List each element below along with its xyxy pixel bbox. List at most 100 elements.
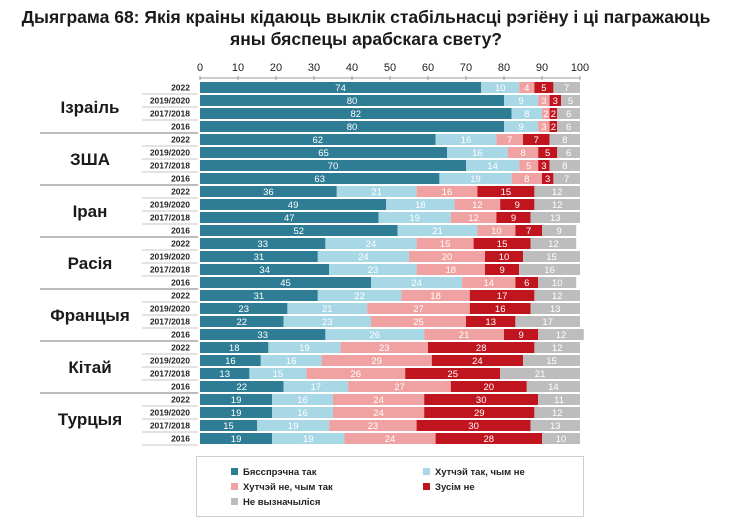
data-label: 21 [322, 304, 333, 315]
data-label: 8 [524, 174, 529, 185]
data-label: 6 [566, 122, 571, 133]
data-label: 15 [497, 239, 508, 250]
year-label: 2017/2018 [150, 109, 190, 119]
country-label: Ізраіль [61, 98, 120, 117]
data-label: 24 [472, 356, 483, 367]
bar-segment [507, 147, 539, 158]
bar-segment [325, 329, 425, 340]
data-label: 9 [511, 213, 516, 224]
data-label: 8 [562, 135, 567, 146]
bar-segment [416, 420, 531, 431]
year-label: 2017/2018 [150, 421, 190, 431]
year-label: 2016 [171, 330, 190, 340]
data-label: 80 [347, 122, 358, 133]
bar-segment [200, 355, 261, 366]
x-tick-label: 30 [308, 62, 320, 74]
bar-segment [367, 303, 470, 314]
data-label: 65 [318, 148, 329, 159]
year-label: 2017/2018 [150, 369, 190, 379]
bar-segment [329, 264, 417, 275]
bar-segment [542, 225, 577, 236]
year-label: 2019/2020 [150, 356, 190, 366]
data-label: 31 [254, 291, 265, 302]
bar-segment [325, 238, 417, 249]
bar-segment [477, 225, 516, 236]
data-label: 15 [546, 356, 557, 367]
data-label: 21 [459, 330, 470, 341]
bar-segment [549, 160, 580, 171]
bar-segment [530, 420, 580, 431]
data-label: 6 [524, 278, 529, 289]
bar-segment [515, 316, 580, 327]
bar-segment [538, 394, 580, 405]
data-label: 23 [238, 304, 249, 315]
data-label: 15 [223, 421, 234, 432]
bar-segment [272, 394, 333, 405]
data-label: 82 [351, 109, 362, 120]
data-label: 23 [322, 317, 333, 328]
data-label: 28 [476, 343, 487, 354]
data-label: 16 [461, 135, 472, 146]
bar-segment [435, 433, 542, 444]
data-label: 10 [495, 83, 506, 94]
year-label: 2016 [171, 382, 190, 392]
year-label: 2019/2020 [150, 304, 190, 314]
legend-item-undecided: Не вызначыліся [231, 497, 320, 509]
bar-segment [553, 82, 580, 93]
bar-segment [200, 394, 273, 405]
bar-segment [200, 108, 512, 119]
year-label: 2016 [171, 174, 190, 184]
data-label: 2 [543, 109, 548, 120]
legend-swatch-definitely-yes [231, 468, 238, 475]
bar-segment [200, 316, 284, 327]
bar-segment [534, 82, 554, 93]
bar-segment [485, 251, 523, 262]
legend-label-definitely-yes: Бясспрэчна так [243, 467, 317, 478]
bar-segment [530, 303, 580, 314]
bar-segment [466, 316, 516, 327]
x-tick-label: 10 [232, 62, 244, 74]
data-label: 21 [371, 187, 382, 198]
data-label: 3 [541, 96, 546, 107]
data-label: 7 [534, 135, 539, 146]
data-label: 15 [273, 369, 284, 380]
bar-segment [542, 433, 580, 444]
bar-segment [542, 173, 554, 184]
data-label: 8 [520, 148, 525, 159]
bar-segment [200, 199, 387, 210]
x-tick-label: 80 [498, 62, 510, 74]
country-label: Турцыя [58, 410, 122, 429]
bar-segment [549, 95, 561, 106]
country-label: Кітай [68, 358, 111, 377]
legend-item-definitely-no: Зусім не [423, 482, 475, 494]
year-label: 2016 [171, 122, 190, 132]
bar-segment [200, 212, 379, 223]
data-label: 7 [564, 174, 569, 185]
bar-segment [428, 342, 535, 353]
data-label: 5 [541, 83, 546, 94]
bar-segment [534, 199, 580, 210]
bar-segment [504, 121, 539, 132]
data-label: 3 [553, 96, 558, 107]
data-label: 24 [411, 278, 422, 289]
bar-segment [200, 225, 398, 236]
data-label: 12 [472, 200, 483, 211]
bar-segment [200, 381, 284, 392]
data-label: 17 [311, 382, 322, 393]
bar-segment [424, 329, 504, 340]
year-label: 2016 [171, 226, 190, 236]
year-label: 2017/2018 [150, 265, 190, 275]
bar-segment [200, 134, 436, 145]
bar-segment [462, 277, 516, 288]
legend-swatch-somewhat-no [231, 483, 238, 490]
bar-segment [523, 134, 550, 145]
data-label: 26 [370, 330, 381, 341]
data-label: 13 [485, 317, 496, 328]
bar-segment [329, 420, 417, 431]
data-label: 19 [303, 434, 314, 445]
bar-segment [386, 199, 455, 210]
data-label: 12 [548, 239, 559, 250]
bar-segment [534, 290, 580, 301]
bar-segment [272, 433, 345, 444]
data-label: 13 [550, 421, 561, 432]
